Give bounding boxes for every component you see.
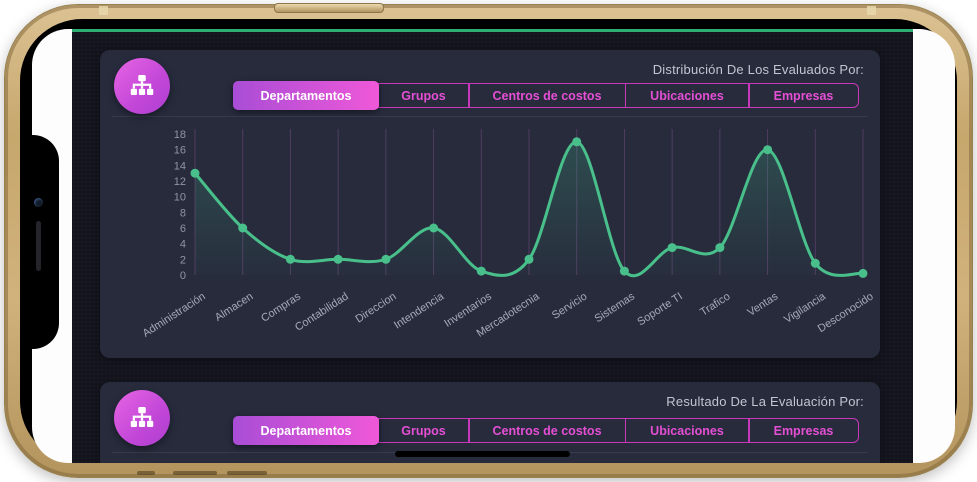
app-viewport: Distribución De Los Evaluados Por: Depar… <box>72 29 913 463</box>
evaluated-distribution-card: Distribución De Los Evaluados Por: Depar… <box>100 50 880 358</box>
y-tick-label: 6 <box>180 223 186 235</box>
x-category-label: Contabilidad <box>293 290 351 333</box>
speaker-slot <box>137 471 155 475</box>
data-point <box>429 223 439 233</box>
tab-ubicaciones[interactable]: Ubicaciones <box>624 83 750 108</box>
data-point <box>763 145 773 155</box>
x-category-label: Administración <box>141 290 208 339</box>
card-title: Distribución De Los Evaluados Por: <box>652 62 864 77</box>
x-category-label: Ventas <box>745 290 780 319</box>
data-point <box>524 254 534 264</box>
y-tick-label: 0 <box>180 270 186 282</box>
home-indicator <box>395 451 570 457</box>
antenna-line <box>99 6 108 15</box>
area-fill <box>195 141 863 276</box>
data-point <box>190 168 200 178</box>
header-divider <box>112 116 868 117</box>
earpiece-speaker <box>36 221 41 271</box>
y-tick-label: 8 <box>180 207 186 219</box>
charging-port <box>227 471 267 475</box>
data-point <box>381 254 391 264</box>
x-category-label: Soporte TI <box>635 290 684 328</box>
x-category-label: Sistemas <box>593 290 638 325</box>
tab-bar: Departamentos Grupos Centros de costos Ubic… <box>233 416 859 445</box>
data-point <box>333 254 343 264</box>
tab-centros-de-costos[interactable]: Centros de costos <box>468 418 626 443</box>
evaluation-result-card: Resultado De La Evaluación Por: Departam… <box>100 382 880 463</box>
data-point <box>858 268 868 278</box>
data-point <box>285 254 295 264</box>
tab-empresas[interactable]: Empresas <box>748 418 859 443</box>
departments-line-chart: 0 2 4 6 8 10 12 14 16 18 Administración Almacen Comp… <box>141 129 876 340</box>
tab-grupos[interactable]: Grupos <box>377 418 470 443</box>
antenna-line <box>867 6 876 15</box>
x-category-label: Compras <box>259 290 303 325</box>
data-point <box>619 266 629 276</box>
camera-notch <box>32 135 59 349</box>
y-tick-label: 16 <box>174 145 186 157</box>
sitemap-icon <box>114 390 170 446</box>
data-point <box>476 266 486 276</box>
card-title: Resultado De La Evaluación Por: <box>666 394 864 409</box>
data-point <box>810 258 820 268</box>
tab-bar: Departamentos Grupos Centros de costos Ubic… <box>233 81 859 110</box>
front-camera-icon <box>34 198 43 207</box>
phone-frame: Distribución De Los Evaluados Por: Depar… <box>4 3 973 478</box>
y-tick-label: 12 <box>174 176 186 188</box>
data-point <box>667 243 677 253</box>
data-point <box>572 137 582 147</box>
y-tick-label: 2 <box>180 254 186 266</box>
data-point <box>715 243 725 253</box>
x-category-label: Direccion <box>353 290 398 325</box>
x-category-label: Intendencia <box>392 290 447 332</box>
sitemap-icon <box>114 58 170 114</box>
tab-empresas[interactable]: Empresas <box>748 83 859 108</box>
x-category-label: Servicio <box>550 290 589 321</box>
x-category-label: Trafico <box>698 290 732 318</box>
speaker-slot <box>173 471 217 475</box>
tab-grupos[interactable]: Grupos <box>377 83 470 108</box>
tab-ubicaciones[interactable]: Ubicaciones <box>624 418 750 443</box>
data-line <box>193 140 865 278</box>
y-tick-label: 14 <box>174 160 186 172</box>
tab-departamentos[interactable]: Departamentos <box>233 81 379 110</box>
data-point <box>238 223 248 233</box>
x-category-label: Almacen <box>213 290 255 323</box>
phone-side-button <box>274 3 384 13</box>
tab-centros-de-costos[interactable]: Centros de costos <box>468 83 626 108</box>
tab-departamentos[interactable]: Departamentos <box>233 416 379 445</box>
y-tick-label: 10 <box>174 192 186 204</box>
y-tick-label: 4 <box>180 239 186 251</box>
phone-screen: Distribución De Los Evaluados Por: Depar… <box>32 29 955 463</box>
y-tick-label: 18 <box>174 129 186 141</box>
